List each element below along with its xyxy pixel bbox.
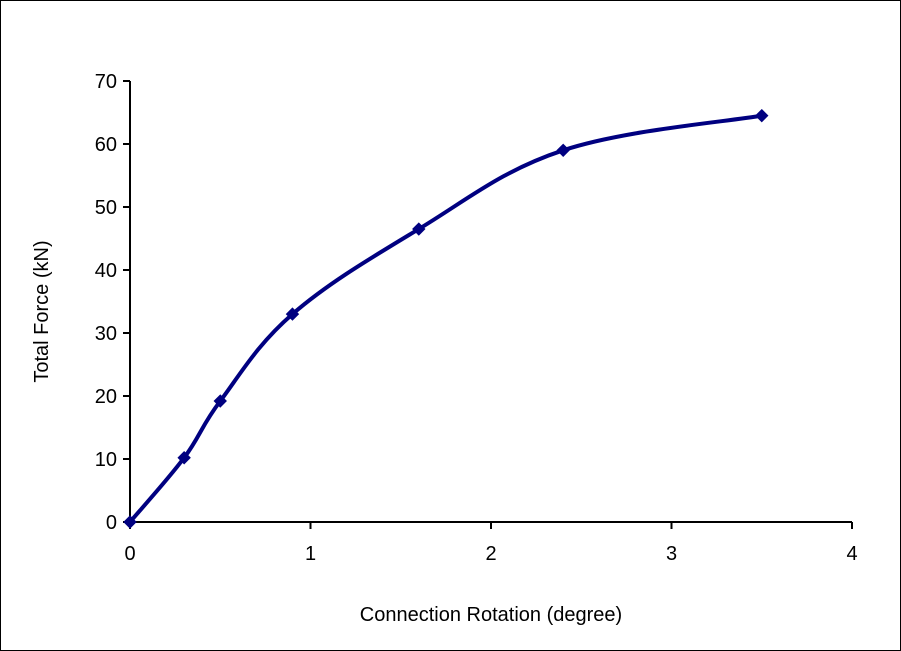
y-tick-label: 50: [95, 197, 117, 219]
x-axis-title: Connection Rotation (degree): [360, 604, 622, 626]
y-tick-label: 0: [106, 512, 117, 534]
data-point-diamond: [123, 515, 137, 529]
data-point-diamond: [177, 451, 191, 465]
y-axis-title: Total Force (kN): [31, 240, 53, 382]
x-tick-label: 4: [846, 543, 857, 565]
y-tick-label: 40: [95, 260, 117, 282]
y-tick-label: 60: [95, 134, 117, 156]
series-layer: [123, 108, 769, 529]
x-ticks: 0 1 2 3 4: [124, 522, 858, 565]
y-tick-label: 20: [95, 386, 117, 408]
data-point-diamond: [213, 394, 227, 408]
x-tick-label: 0: [124, 543, 135, 565]
y-tick-label: 70: [95, 71, 117, 93]
x-tick-label: 1: [305, 543, 316, 565]
data-point-diamond: [755, 108, 769, 123]
x-tick-label: 2: [485, 543, 496, 565]
y-ticks: 0 10 20 30 40 50 60 70: [95, 71, 130, 534]
data-point-diamond: [285, 307, 300, 321]
series-line: [128, 113, 764, 524]
axes: [129, 81, 852, 523]
y-tick-label: 30: [95, 323, 117, 345]
data-point-diamond: [412, 222, 426, 236]
y-tick-label: 10: [95, 449, 117, 471]
x-tick-label: 3: [666, 543, 677, 565]
data-point-diamond: [556, 143, 570, 158]
